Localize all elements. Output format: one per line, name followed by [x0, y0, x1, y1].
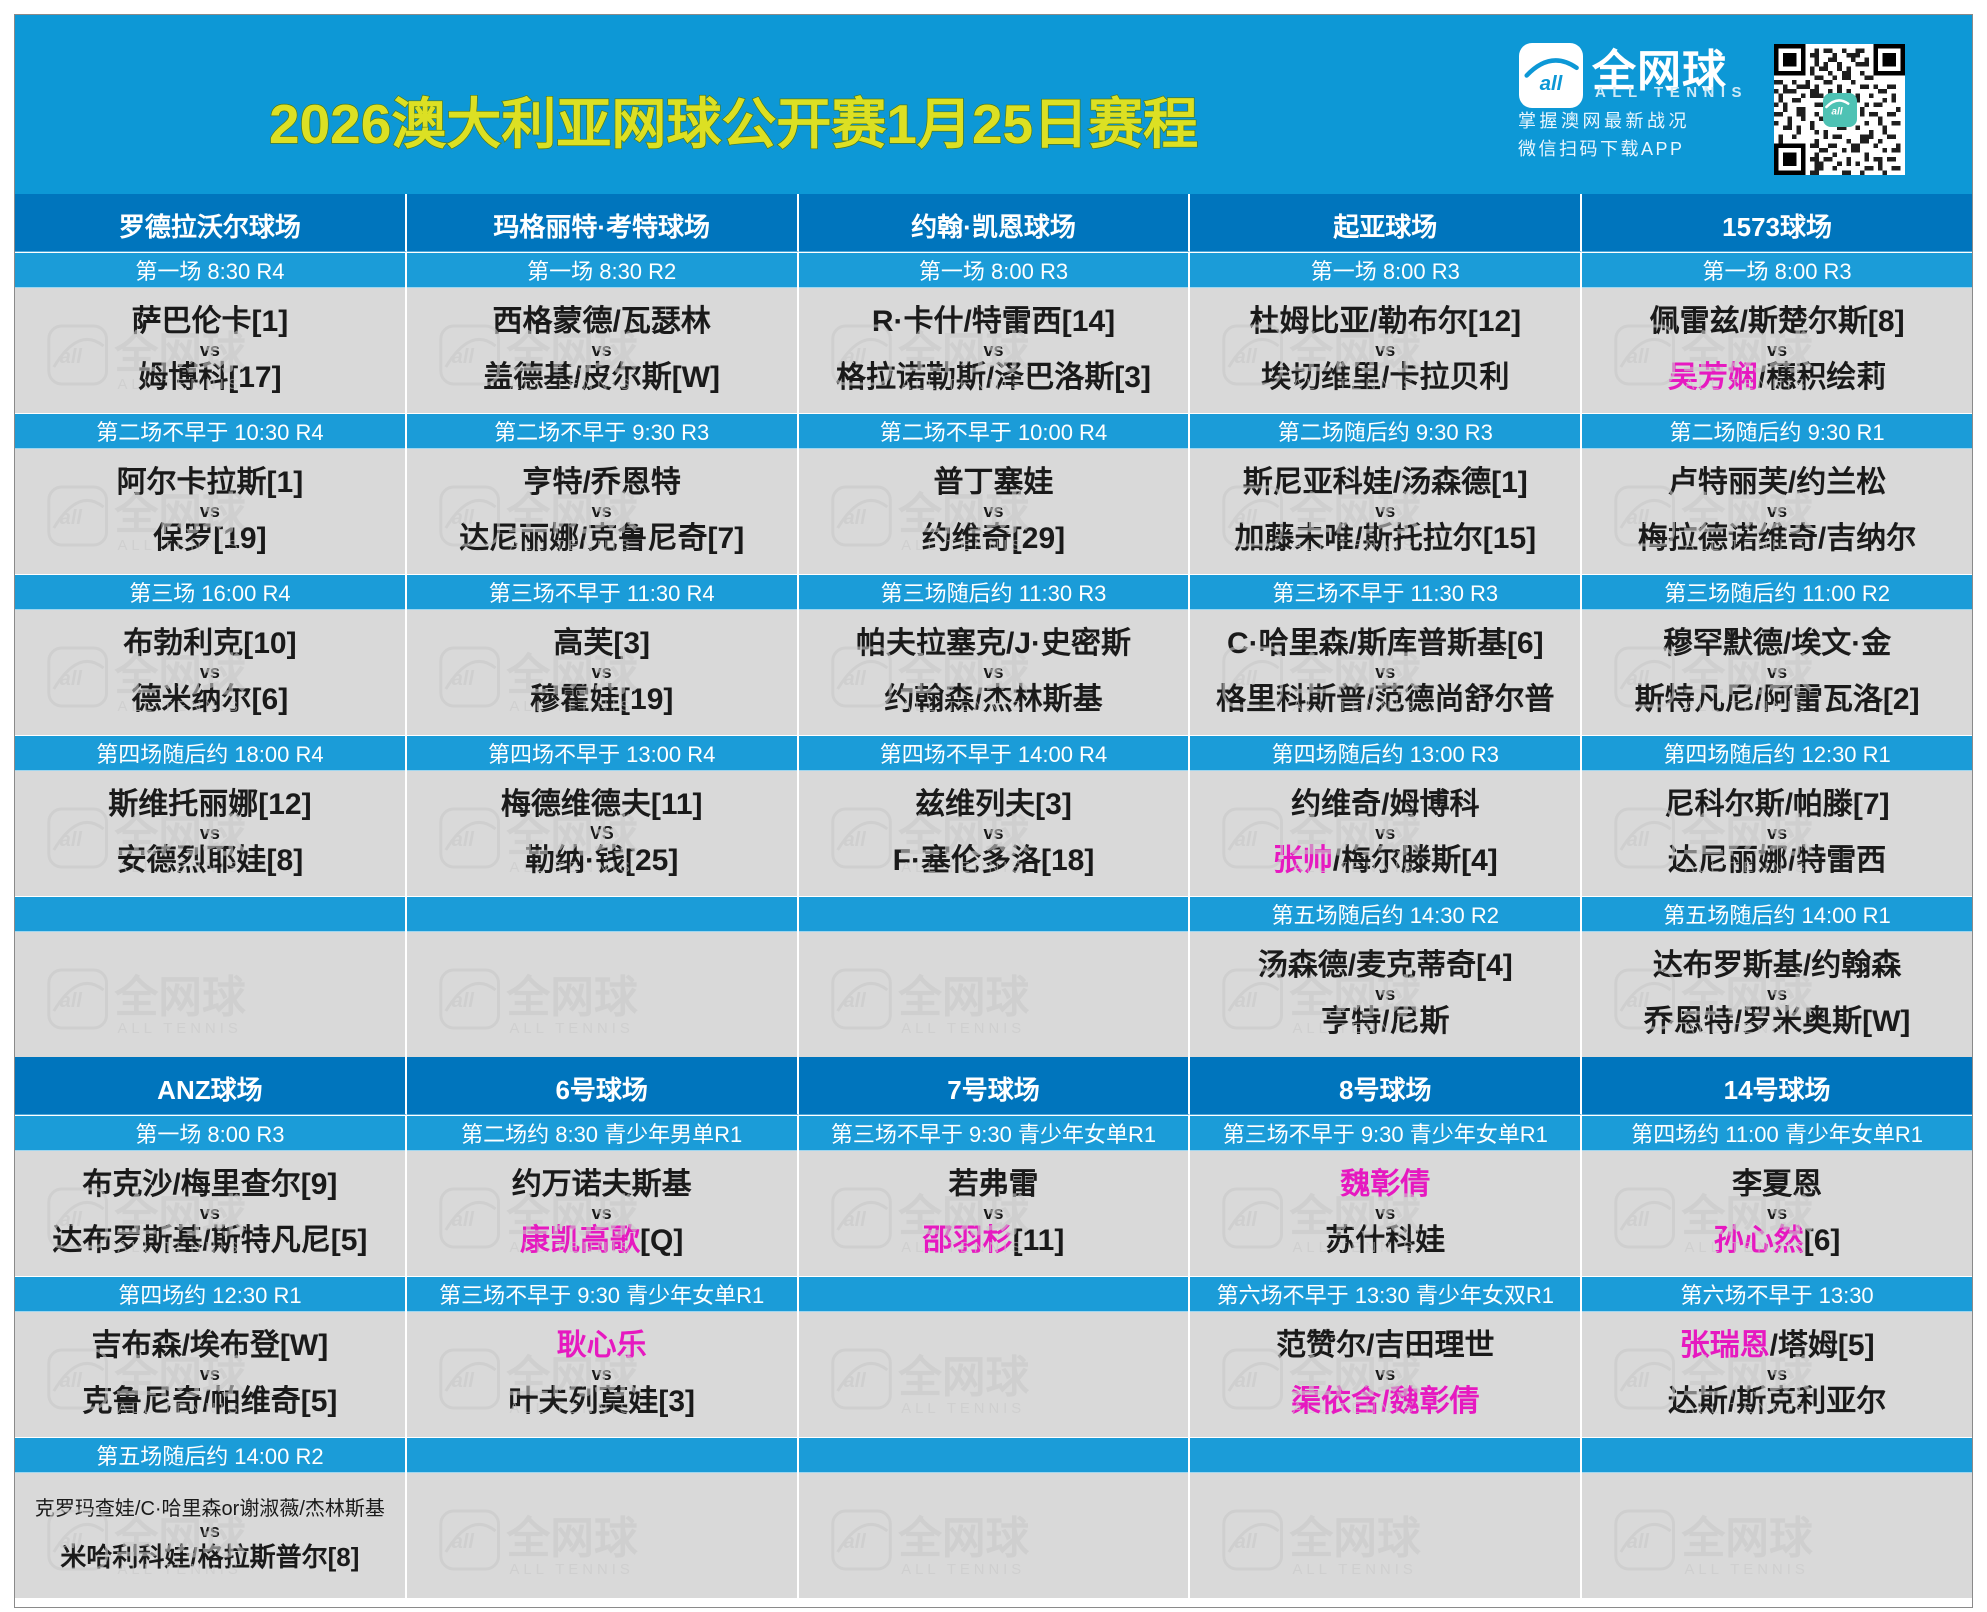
svg-text:all: all	[1540, 72, 1564, 95]
svg-text:all: all	[1831, 106, 1842, 117]
